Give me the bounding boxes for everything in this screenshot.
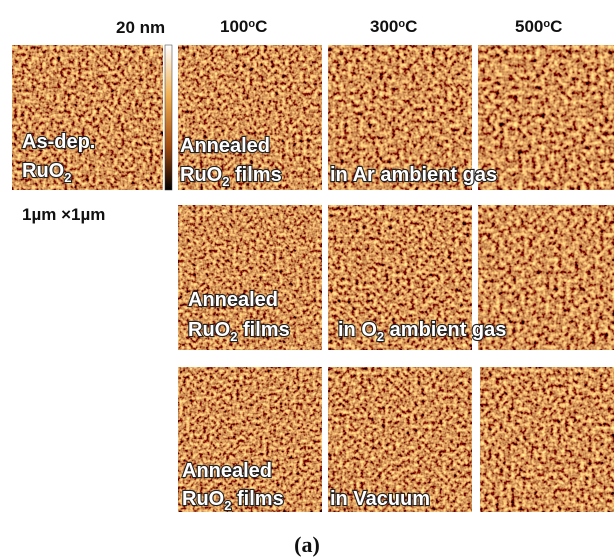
afm-images xyxy=(12,45,614,512)
panel-label: RuO2 xyxy=(22,160,71,185)
panel-label: in Ar ambient gas xyxy=(330,164,497,186)
color-bar xyxy=(165,45,172,190)
scale-label: 20 nm xyxy=(116,18,165,37)
panel-label: As-dep. xyxy=(22,131,95,153)
caption: (a) xyxy=(294,532,320,557)
figure: 20 nm 100oC 300oC 500oC 1µm ×1µm As-dep.… xyxy=(0,0,614,560)
panel-label: Annealed xyxy=(180,135,270,157)
panel-label: RuO2 films xyxy=(180,164,282,189)
panel-label: Annealed xyxy=(182,460,272,482)
panel-label: in O2 ambient gas xyxy=(338,319,506,344)
page: {"scale_bar": {"label": "20 nm"}, "colum… xyxy=(0,0,614,560)
panel-label: RuO2 films xyxy=(188,319,290,344)
column-header: 500oC xyxy=(515,17,562,36)
panel-label: in Vacuum xyxy=(330,488,430,510)
column-header: 300oC xyxy=(370,17,417,36)
panel-label: Annealed xyxy=(188,289,278,311)
column-header: 100oC xyxy=(220,17,267,36)
afm-image xyxy=(480,367,614,512)
scan-size: 1µm ×1µm xyxy=(22,205,105,224)
afm-image xyxy=(478,45,614,190)
panel-label: RuO2 films xyxy=(182,488,284,513)
